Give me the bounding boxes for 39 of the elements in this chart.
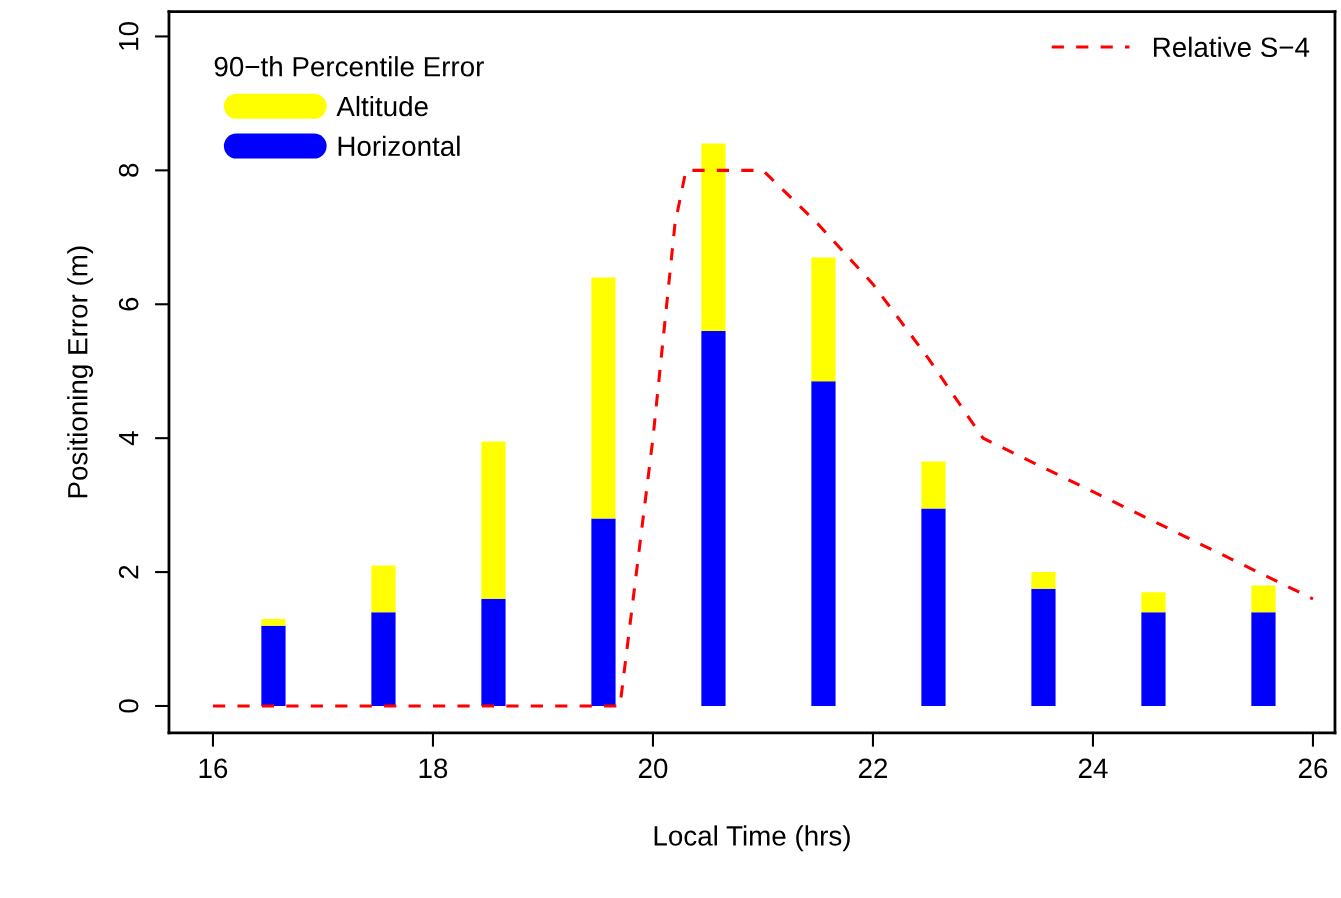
bar	[921, 461, 946, 509]
bar	[481, 441, 506, 599]
bar	[1251, 612, 1276, 706]
legend-label: Horizontal	[338, 135, 460, 157]
bar	[261, 625, 286, 706]
bar	[1031, 572, 1056, 589]
y-tick-label: 6	[118, 297, 139, 311]
legend-label: Altitude	[336, 95, 428, 117]
x-tick-label: 16	[199, 758, 228, 779]
bar	[811, 257, 836, 382]
bar	[591, 518, 616, 706]
y-tick-label: 2	[118, 565, 139, 579]
y-tick-label: 0	[118, 699, 139, 713]
y-axis-title: Positioning Error (m)	[67, 246, 94, 498]
bar	[701, 331, 726, 706]
y-tick-label: 10	[118, 22, 139, 50]
x-tick-label: 24	[1078, 758, 1108, 778]
bar	[481, 598, 506, 706]
bar	[921, 508, 946, 706]
bar	[1141, 612, 1166, 706]
x-tick-label: 20	[638, 758, 668, 779]
legend-title: 90−th Percentile Error	[214, 56, 484, 77]
y-tick-label: 4	[119, 431, 139, 446]
bar	[261, 618, 286, 626]
x-axis-title: Local Time (hrs)	[654, 825, 850, 852]
bar	[591, 277, 616, 519]
y-tick-label: 8	[118, 163, 139, 177]
bar	[1141, 592, 1166, 613]
bar	[1251, 585, 1276, 613]
x-tick-label: 22	[858, 758, 888, 778]
legend-label: Relative S−4	[1153, 36, 1310, 58]
bar	[701, 143, 726, 332]
bar	[811, 381, 836, 706]
bar	[1031, 588, 1056, 706]
line-series	[211, 168, 1315, 708]
x-tick-label: 26	[1298, 758, 1328, 779]
x-tick-label: 18	[419, 758, 448, 779]
bar	[371, 612, 396, 706]
bar	[371, 565, 396, 613]
